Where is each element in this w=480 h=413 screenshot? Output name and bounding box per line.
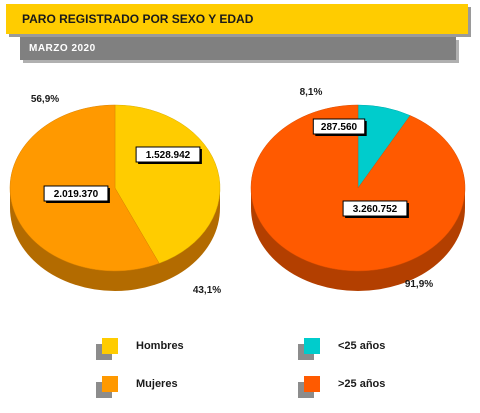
subtitle-bar: MARZO 2020 <box>20 37 456 60</box>
chart-subtitle: MARZO 2020 <box>29 43 96 54</box>
legend-label-mujeres: Mujeres <box>136 378 178 390</box>
legend-label-mayor25: >25 años <box>338 378 386 390</box>
legend-swatch-mujeres <box>102 376 118 392</box>
legend-swatch-mayor25 <box>304 376 320 392</box>
legend-label-menor25: <25 años <box>338 340 386 352</box>
percent-label-mujeres: 56,9% <box>31 94 59 105</box>
title-bar: PARO REGISTRADO POR SEXO Y EDAD <box>6 4 468 34</box>
pie-slice-hombres <box>114 104 221 264</box>
legend-swatch-hombres <box>102 338 118 354</box>
value-label-hombres: 1.528.942 <box>146 150 191 161</box>
value-label-box-mayor25 <box>342 200 408 217</box>
value-label-box-mujeres <box>43 185 109 202</box>
legend-swatch-menor25 <box>304 338 320 354</box>
value-label-box-hombres <box>135 146 201 163</box>
pie-slice-mayor25 <box>250 104 466 272</box>
percent-label-menor25: 8,1% <box>300 87 323 98</box>
value-label-mayor25: 3.260.752 <box>353 204 398 215</box>
legend-label-hombres: Hombres <box>136 340 184 352</box>
chart-title: PARO REGISTRADO POR SEXO Y EDAD <box>22 12 254 26</box>
value-label-menor25: 287.560 <box>321 122 358 133</box>
value-label-box-menor25 <box>312 118 366 135</box>
percent-label-hombres: 43,1% <box>193 285 221 296</box>
value-label-mujeres: 2.019.370 <box>54 189 99 200</box>
percent-label-mayor25: 91,9% <box>405 279 433 290</box>
